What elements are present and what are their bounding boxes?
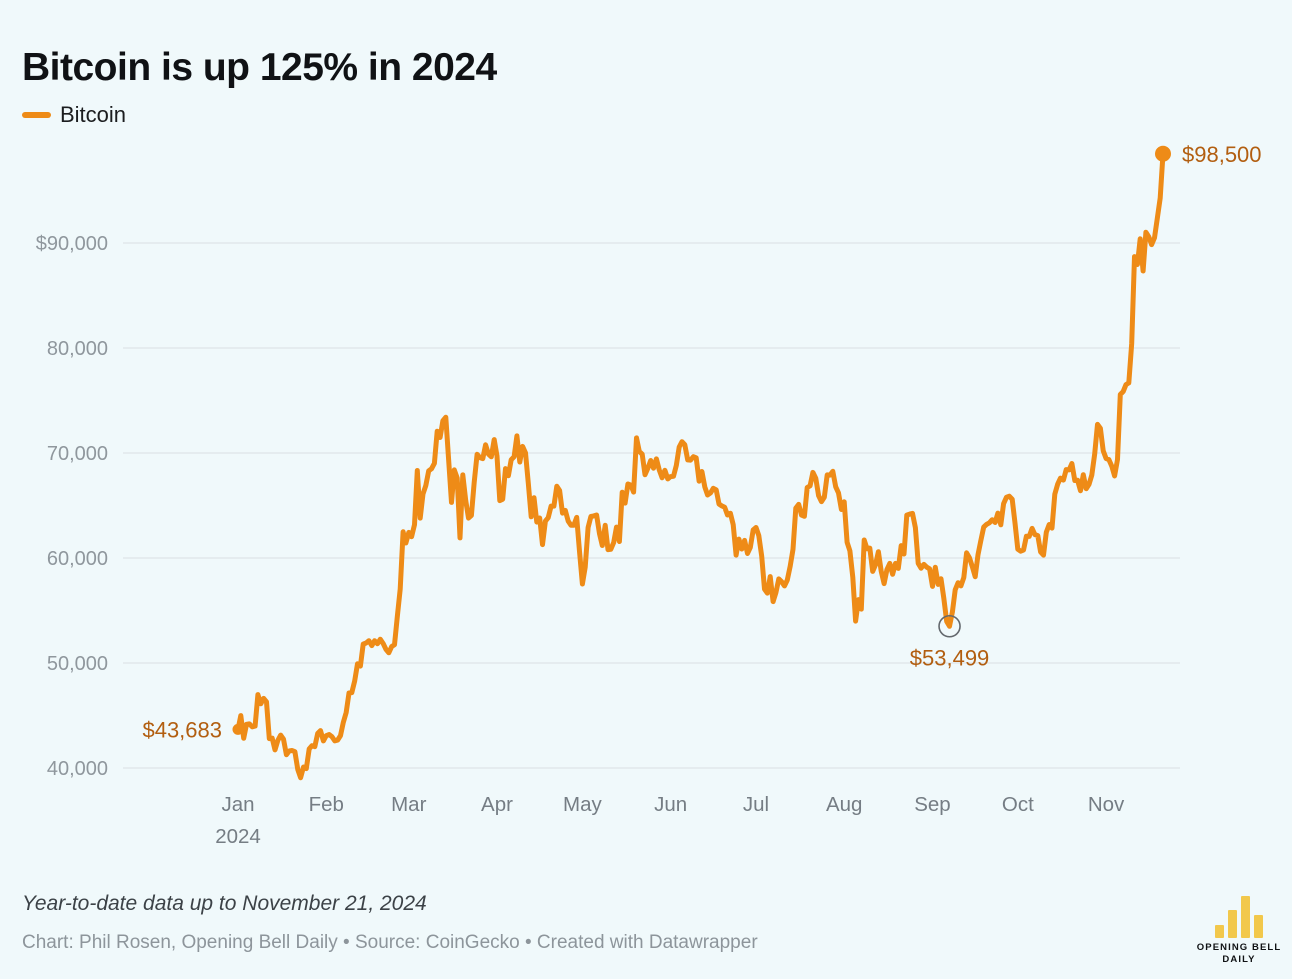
low-point-circle-marker	[938, 614, 961, 638]
x-axis-tick-label: Oct	[1002, 793, 1034, 816]
x-axis-tick-label: Jul	[743, 793, 769, 816]
logo-bar-icon	[1228, 910, 1237, 938]
logo-bar-icon	[1254, 915, 1263, 938]
logo-text: OPENING BELL DAILY	[1197, 942, 1281, 966]
data-point-dot	[1155, 145, 1171, 162]
x-axis-tick-label: Jan	[221, 793, 254, 816]
logo-text-line2: DAILY	[1222, 953, 1256, 965]
x-axis-tick-label: Feb	[309, 793, 344, 816]
x-axis-tick-label: Jun	[654, 793, 687, 816]
x-axis-tick-label: Apr	[481, 793, 513, 816]
price-annotation-label: $98,500	[1182, 142, 1262, 167]
y-axis-tick-label: $90,000	[36, 233, 108, 255]
y-axis-tick-label: 60,000	[47, 548, 108, 570]
x-axis-tick-label: Nov	[1088, 793, 1125, 816]
logo-text-line1: OPENING BELL	[1196, 942, 1282, 953]
price-annotation-label: $43,683	[142, 717, 222, 742]
logo-bar-icon	[1241, 896, 1250, 938]
x-axis-tick-label: Mar	[391, 793, 426, 816]
opening-bell-daily-logo: OPENING BELL DAILY	[1180, 894, 1292, 966]
logo-bars-icon	[1215, 894, 1263, 938]
footer-credit: Chart: Phil Rosen, Opening Bell Daily • …	[22, 932, 758, 953]
logo-bar-icon	[1215, 925, 1224, 938]
bitcoin-line-chart: 40,000 50,000 60,000 70,000 80,000 $90,000 Jan…	[36, 142, 1262, 848]
price-annotation-label: $53,499	[910, 645, 990, 670]
legend-label: Bitcoin	[60, 102, 127, 127]
y-axis-tick-label: 40,000	[47, 758, 108, 780]
footer-note: Year-to-date data up to November 21, 202…	[22, 892, 427, 915]
x-axis-year-label: 2024	[215, 825, 261, 848]
y-axis-tick-label: 70,000	[47, 443, 108, 465]
chart-title: Bitcoin is up 125% in 2024	[22, 46, 497, 90]
x-axis-tick-label: Aug	[826, 793, 862, 816]
legend-line-swatch-icon	[22, 112, 51, 118]
legend: Bitcoin	[22, 102, 126, 128]
y-axis-tick-label: 80,000	[47, 338, 108, 360]
x-axis-tick-label: May	[563, 793, 602, 816]
y-axis-tick-label: 50,000	[47, 653, 108, 675]
x-axis-tick-label: Sep	[914, 793, 950, 816]
data-point-dot	[232, 723, 244, 735]
bitcoin-price-line	[235, 151, 1166, 781]
